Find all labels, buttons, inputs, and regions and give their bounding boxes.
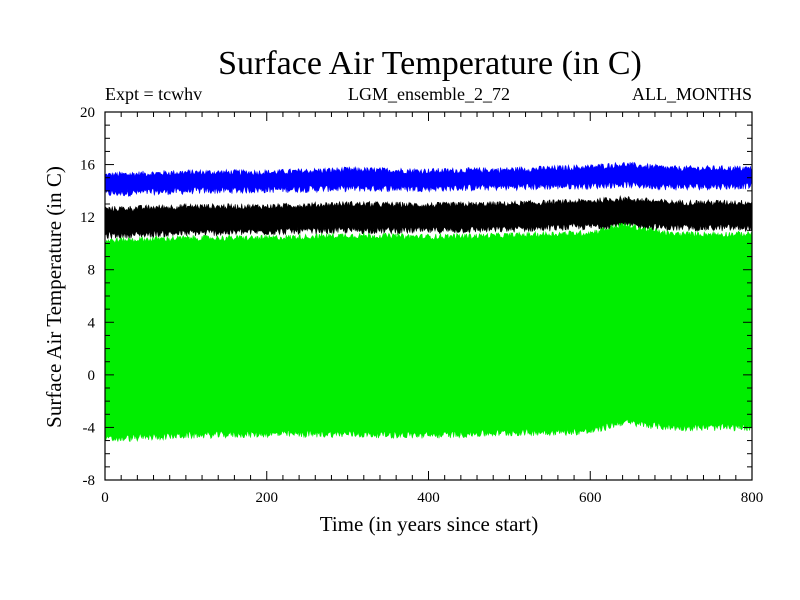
subtitle-center: LGM_ensemble_2_72 xyxy=(348,84,510,104)
x-tick-label: 800 xyxy=(741,490,764,506)
x-tick-label: 200 xyxy=(256,490,279,506)
series-band-green-band xyxy=(105,222,752,443)
y-tick-label: 8 xyxy=(88,263,96,279)
y-tick-label: -8 xyxy=(83,473,96,489)
plot-area xyxy=(105,161,752,443)
chart-title: Surface Air Temperature (in C) xyxy=(218,45,642,82)
subtitle-left: Expt = tcwhv xyxy=(105,84,202,104)
y-tick-label: 12 xyxy=(80,210,95,226)
x-tick-label: 600 xyxy=(579,490,602,506)
y-tick-label: 20 xyxy=(80,105,95,121)
axes: 0 200 400 600 800 -8 -4 0 4 8 12 16 20 xyxy=(80,105,763,506)
x-tick-label: 0 xyxy=(101,490,109,506)
y-axis-label: Surface Air Temperature (in C) xyxy=(42,166,66,428)
x-axis-label: Time (in years since start) xyxy=(320,512,539,536)
series-band-black-band xyxy=(105,195,752,239)
y-tick-label: 4 xyxy=(88,315,96,331)
y-tick-label: 16 xyxy=(80,158,96,174)
y-tick-label: -4 xyxy=(83,420,96,436)
x-tick-label: 400 xyxy=(417,490,440,506)
subtitle-right: ALL_MONTHS xyxy=(632,84,752,104)
series-band-blue-band xyxy=(105,161,752,197)
y-tick-label: 0 xyxy=(88,368,96,384)
